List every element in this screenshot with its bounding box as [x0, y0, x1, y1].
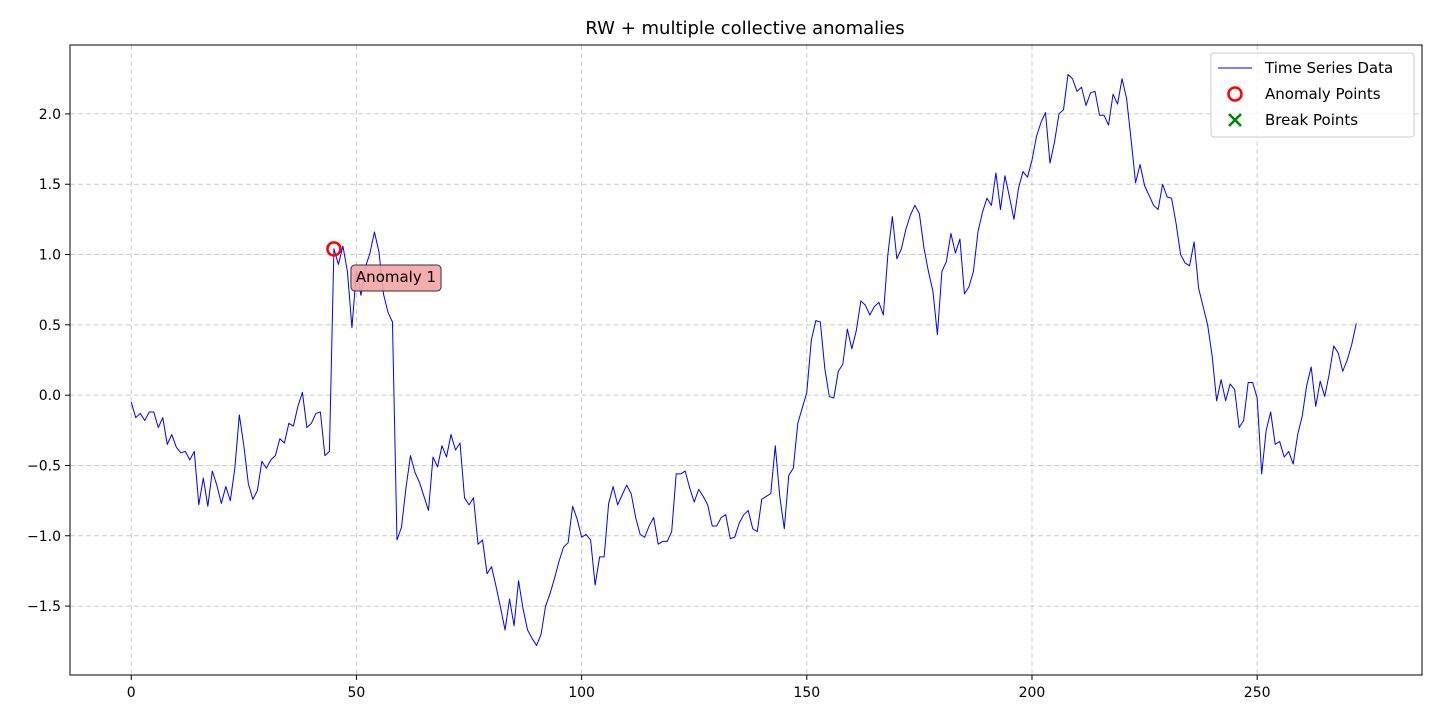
legend-label: Time Series Data: [1264, 59, 1393, 77]
x-tick-label: 200: [1019, 685, 1046, 701]
x-tick-label: 250: [1244, 685, 1271, 701]
annotation-box: [350, 264, 442, 292]
legend-circle-swatch: [1227, 86, 1243, 102]
anomaly-points-layer: [326, 241, 342, 257]
plot-frame: [69, 44, 1423, 676]
y-tick-label: 2.0: [39, 107, 61, 123]
series-line: [130, 74, 1357, 646]
y-tick-label: −1.5: [27, 599, 61, 615]
y-tick-label: 1.5: [39, 177, 61, 193]
legend-label: Anomaly Points: [1265, 85, 1381, 103]
legend-label: Break Points: [1265, 111, 1358, 129]
x-tick-label: 150: [793, 685, 820, 701]
x-tick-label: 100: [568, 685, 595, 701]
chart-title: RW + multiple collective anomalies: [585, 18, 904, 39]
x-tick-label: 50: [348, 685, 366, 701]
y-tick-label: 0.5: [39, 318, 61, 334]
y-tick-label: −0.5: [27, 458, 61, 474]
x-tick-label: 0: [127, 685, 136, 701]
y-tick-label: −1.0: [27, 529, 61, 545]
grid: [70, 45, 1422, 675]
y-tick-label: 0.0: [39, 388, 61, 404]
annotations-layer: Anomaly 1: [350, 264, 442, 292]
y-tick-label: 1.0: [39, 248, 61, 264]
series-layer: [130, 74, 1357, 646]
annotation-label: Anomaly 1: [356, 268, 436, 286]
anomaly-point: [326, 241, 342, 257]
y-axis: −1.5 −1.0 −0.5 0.0 0.5 1.0 1.5 2.0: [27, 107, 70, 615]
legend: Time Series Data Anomaly Points Break Poin…: [1210, 52, 1415, 138]
legend-box: [1210, 52, 1415, 138]
x-axis: 0 50 100 150 200 250: [127, 675, 1271, 701]
legend-x-swatch: [1228, 113, 1242, 127]
